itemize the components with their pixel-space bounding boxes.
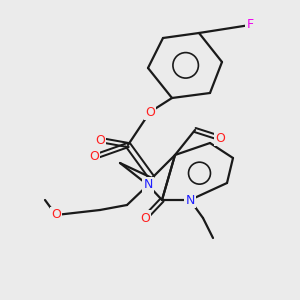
Text: N: N (185, 194, 195, 206)
Text: O: O (89, 151, 99, 164)
Text: N: N (143, 178, 153, 191)
Text: O: O (140, 212, 150, 224)
Text: O: O (215, 131, 225, 145)
Text: N: N (185, 194, 195, 206)
Text: O: O (95, 134, 105, 146)
Text: O: O (145, 106, 155, 118)
Text: N: N (143, 178, 153, 191)
Text: O: O (51, 208, 61, 221)
Text: F: F (246, 19, 254, 32)
